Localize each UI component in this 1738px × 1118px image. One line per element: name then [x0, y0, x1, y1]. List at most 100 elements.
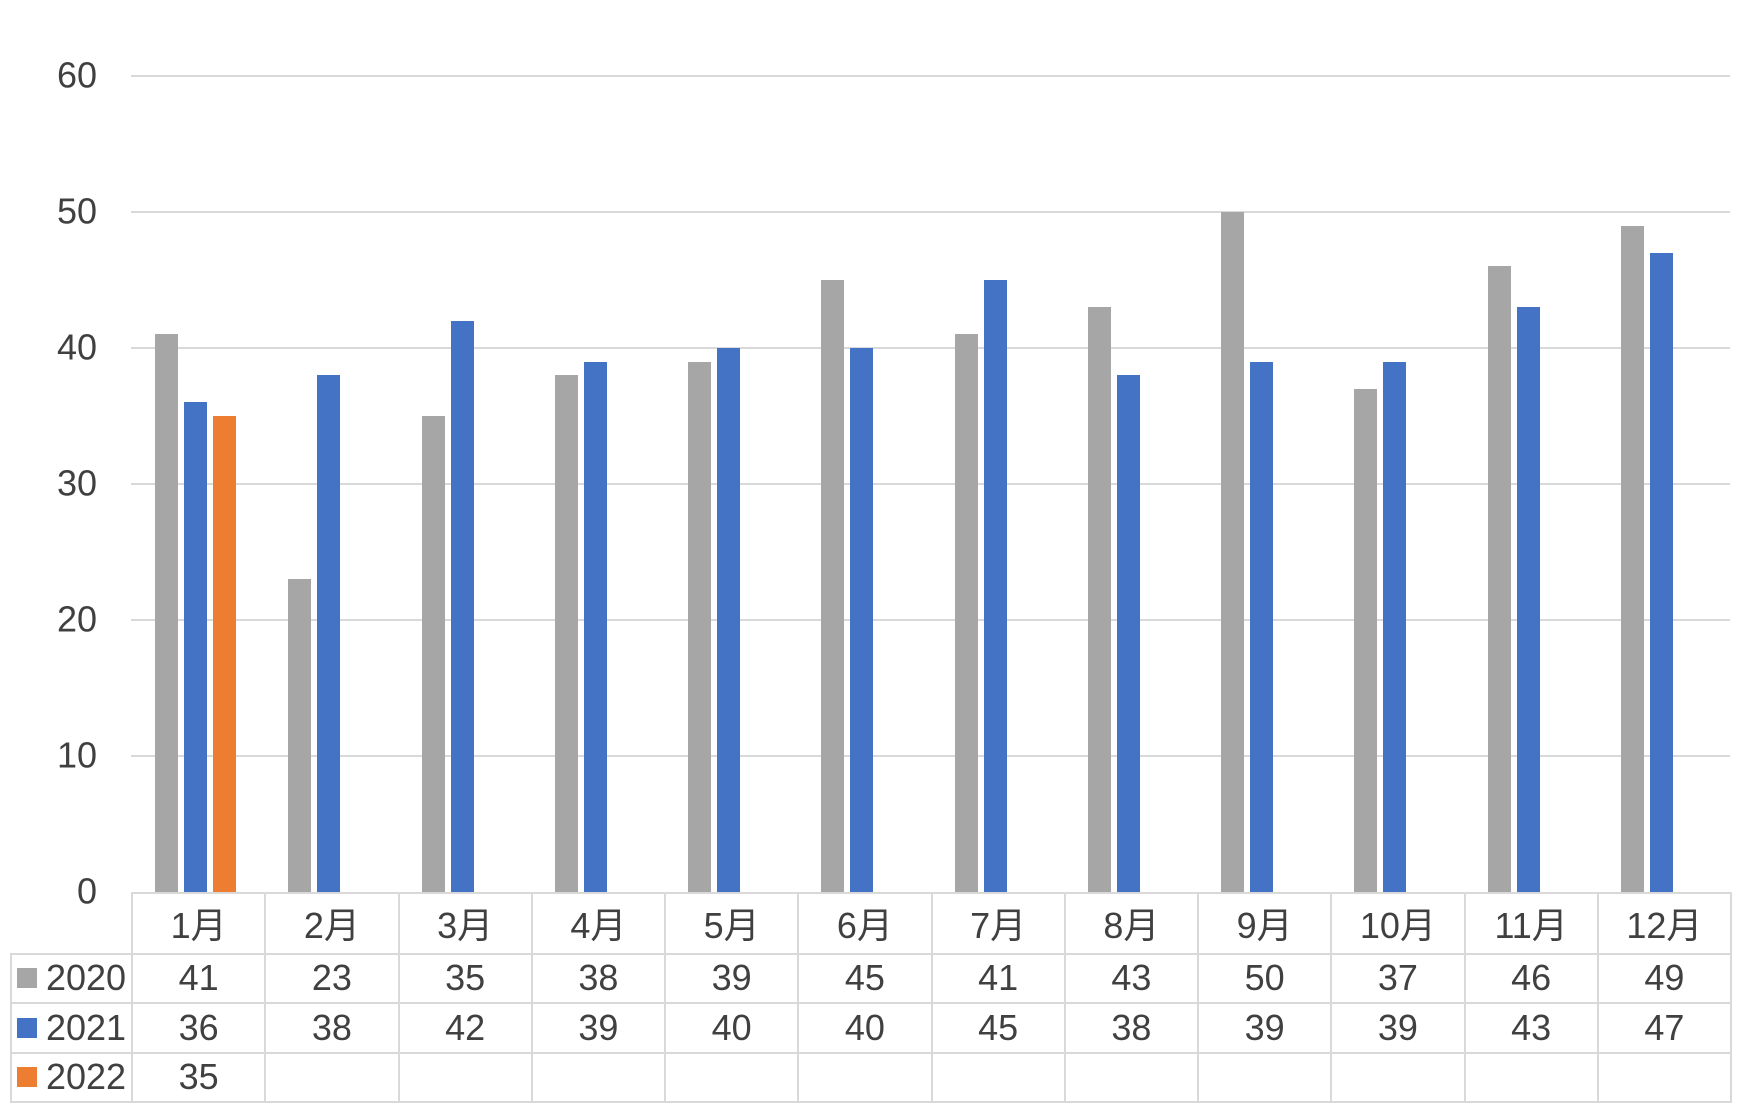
bar-2021-7月	[983, 280, 1007, 892]
bar-2021-12月	[1649, 252, 1673, 892]
value-cell-2021-3月: 42	[397, 1002, 533, 1054]
month-header-6月: 6月	[797, 892, 933, 955]
table-row-2021: 2021 36 38 42 39 40 40 45 38 39 39 43 47	[10, 1002, 1733, 1054]
month-header-9月: 9月	[1196, 892, 1333, 955]
value-cell-2021-8月: 38	[1063, 1002, 1200, 1054]
y-tick-label-20: 20	[56, 598, 97, 640]
bar-2021-9月	[1250, 361, 1273, 892]
bar-2021-4月	[583, 361, 607, 892]
bar-2021-10月	[1383, 361, 1407, 892]
month-header-1月: 1月	[130, 892, 267, 955]
y-tick-label-0: 0	[76, 870, 97, 912]
value-cell-2020-1月: 41	[130, 952, 267, 1005]
value-cell-2020-10月: 37	[1330, 952, 1466, 1005]
value-cell-2021-2月: 38	[264, 1002, 400, 1054]
month-header-5月: 5月	[663, 892, 800, 955]
legend-label-2022: 2022	[45, 1056, 127, 1098]
bar-2020-8月	[1087, 307, 1111, 892]
value-cell-2020-9月: 50	[1196, 952, 1333, 1005]
value-cell-2020-11月: 46	[1463, 952, 1599, 1005]
legend-label-2020: 2020	[45, 957, 127, 999]
bar-2020-6月	[821, 280, 845, 892]
legend-cell-inner: 2021	[13, 1006, 130, 1049]
value-cell-2022-3月	[397, 1051, 533, 1104]
legend-swatch-2021-icon	[16, 1017, 37, 1038]
value-cell-2022-8月	[1063, 1051, 1200, 1104]
value-cell-2022-2月	[264, 1051, 400, 1104]
value-cell-2020-7月: 41	[930, 952, 1066, 1005]
bar-2021-8月	[1116, 375, 1140, 892]
value-cell-2021-6月: 40	[797, 1002, 933, 1054]
data-table: 1月 2月 3月 4月 5月 6月 7月 8月 9月 10月 11月 12月 2020 41 23 35 38 3…	[10, 892, 1733, 1104]
gridline-40	[131, 347, 1730, 349]
bar-2020-12月	[1620, 225, 1644, 892]
y-tick-label-30: 30	[56, 462, 97, 504]
gridline-10	[131, 755, 1730, 757]
month-header-8月: 8月	[1063, 892, 1200, 955]
legend-swatch-2022-icon	[16, 1067, 37, 1088]
bar-2021-1月	[184, 402, 207, 892]
value-cell-2021-11月: 43	[1463, 1002, 1599, 1054]
bar-2020-4月	[554, 375, 578, 892]
month-header-7月: 7月	[930, 892, 1066, 955]
legend-swatch-2020-icon	[16, 968, 37, 989]
value-cell-2022-1月: 35	[130, 1051, 267, 1104]
table-corner-cell	[11, 893, 132, 954]
bar-2021-11月	[1516, 307, 1540, 892]
value-cell-2020-3月: 35	[397, 952, 533, 1005]
bar-2021-2月	[317, 375, 341, 892]
bar-2020-1月	[155, 334, 178, 892]
legend-cell-inner: 2022	[13, 1056, 130, 1098]
value-cell-2020-6月: 45	[797, 952, 933, 1005]
legend-label-2021: 2021	[45, 1006, 127, 1048]
value-cell-2020-4月: 38	[530, 952, 667, 1005]
value-cell-2020-5月: 39	[663, 952, 800, 1005]
value-cell-2022-11月	[1463, 1051, 1599, 1104]
month-header-4月: 4月	[530, 892, 667, 955]
value-cell-2022-9月	[1196, 1051, 1333, 1104]
gridline-20	[131, 619, 1730, 621]
value-cell-2020-12月: 49	[1596, 952, 1733, 1005]
bar-2020-11月	[1487, 266, 1511, 892]
month-header-12月: 12月	[1596, 892, 1733, 955]
gridline-50	[131, 211, 1730, 213]
y-tick-label-50: 50	[56, 190, 97, 232]
legend-cell-2022: 2022	[10, 1051, 133, 1104]
value-cell-2021-1月: 36	[130, 1002, 267, 1054]
month-header-10月: 10月	[1330, 892, 1466, 955]
bar-2021-3月	[450, 320, 474, 892]
bar-2020-3月	[421, 416, 445, 892]
value-cell-2020-8月: 43	[1063, 952, 1200, 1005]
value-cell-2022-4月	[530, 1051, 667, 1104]
value-cell-2022-12月	[1596, 1051, 1733, 1104]
bar-2020-2月	[288, 579, 312, 892]
bar-2020-5月	[688, 361, 711, 892]
value-cell-2021-4月: 39	[530, 1002, 667, 1054]
value-cell-2021-9月: 39	[1196, 1002, 1333, 1054]
month-header-11月: 11月	[1463, 892, 1599, 955]
value-cell-2020-2月: 23	[264, 952, 400, 1005]
legend-cell-inner: 2020	[13, 957, 130, 999]
y-tick-label-60: 60	[56, 54, 97, 96]
value-cell-2022-6月	[797, 1051, 933, 1104]
legend-cell-2020: 2020	[10, 952, 133, 1005]
bar-2020-10月	[1354, 388, 1378, 892]
value-cell-2022-10月	[1330, 1051, 1466, 1104]
bar-2021-5月	[717, 348, 740, 892]
value-cell-2021-5月: 40	[663, 1002, 800, 1054]
value-cell-2022-5月	[663, 1051, 800, 1104]
gridline-30	[131, 483, 1730, 485]
value-cell-2022-7月	[930, 1051, 1066, 1104]
value-cell-2021-7月: 45	[930, 1002, 1066, 1054]
bar-2022-1月	[213, 416, 236, 892]
bar-2020-9月	[1221, 212, 1244, 892]
y-tick-label-40: 40	[56, 326, 97, 368]
table-row-2020: 2020 41 23 35 38 39 45 41 43 50 37 46 49	[10, 952, 1733, 1005]
gridline-60	[131, 75, 1730, 77]
bar-2020-7月	[954, 334, 978, 892]
value-cell-2021-10月: 39	[1330, 1002, 1466, 1054]
table-header-row: 1月 2月 3月 4月 5月 6月 7月 8月 9月 10月 11月 12月	[11, 892, 1733, 955]
value-cell-2021-12月: 47	[1596, 1002, 1733, 1054]
legend-cell-2021: 2021	[10, 1002, 133, 1054]
